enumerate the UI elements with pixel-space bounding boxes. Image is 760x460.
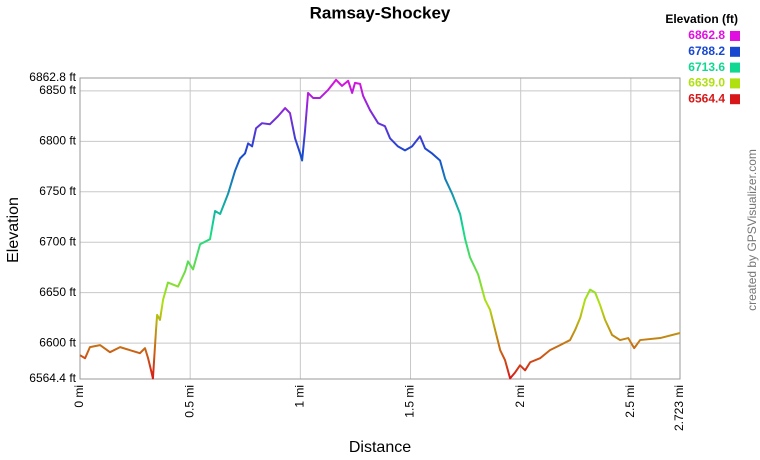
y-tick-label: 6650 ft bbox=[39, 285, 76, 299]
x-tick-label: 0.5 mi bbox=[182, 385, 196, 418]
legend-swatch bbox=[730, 46, 740, 57]
legend-title: Elevation (ft) bbox=[665, 12, 738, 26]
elevation-line bbox=[79, 78, 681, 380]
chart-title: Ramsay-Shockey bbox=[310, 3, 451, 22]
legend-swatch bbox=[730, 78, 740, 89]
legend-label: 6713.6 bbox=[688, 60, 725, 74]
y-tick-label: 6700 ft bbox=[39, 234, 76, 248]
x-axis-label: Distance bbox=[349, 439, 411, 456]
y-tick-label: 6750 ft bbox=[39, 184, 76, 198]
y-tick-label: 6862.8 ft bbox=[29, 70, 76, 84]
y-tick-label: 6564.4 ft bbox=[29, 371, 76, 385]
x-tick-label: 1 mi bbox=[293, 385, 307, 408]
y-axis-label: Elevation bbox=[5, 197, 22, 263]
x-tick-label: 0 mi bbox=[72, 385, 86, 408]
legend-label: 6564.4 bbox=[688, 91, 725, 105]
y-tick-label: 6800 ft bbox=[39, 134, 76, 148]
legend-label: 6788.2 bbox=[688, 44, 725, 58]
x-tick-label: 2.5 mi bbox=[623, 385, 637, 418]
y-tick-label: 6850 ft bbox=[39, 83, 76, 97]
x-tick-label: 2 mi bbox=[513, 385, 527, 408]
legend-swatch bbox=[730, 62, 740, 73]
plot-border bbox=[79, 77, 681, 380]
legend-swatch bbox=[730, 31, 740, 41]
y-tick-label: 6600 ft bbox=[39, 335, 76, 349]
legend-swatch bbox=[730, 94, 740, 105]
x-tick-label: 1.5 mi bbox=[403, 385, 417, 418]
x-tick-label: 2.723 mi bbox=[672, 385, 686, 431]
credit: created by GPSVisualizer.com bbox=[745, 149, 759, 311]
legend-label: 6639.0 bbox=[688, 76, 725, 90]
legend-label: 6862.8 bbox=[688, 28, 725, 42]
